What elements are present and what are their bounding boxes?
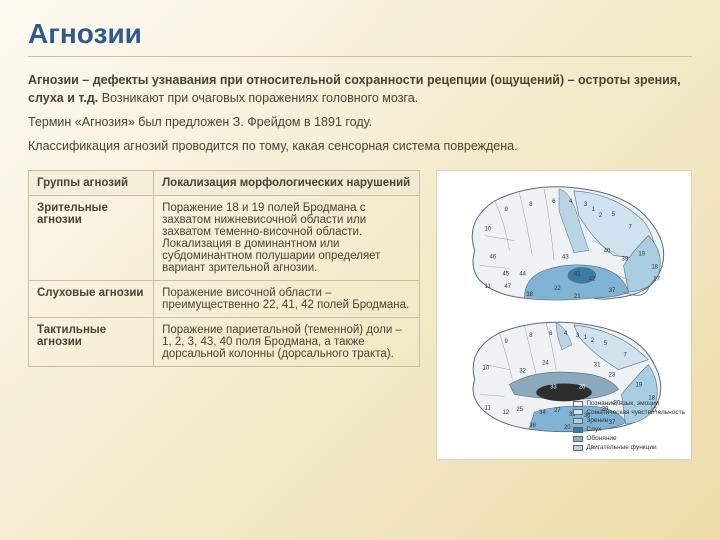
cell-group-tactile: Тактильные агнозии (29, 317, 154, 366)
legend-item: Обоняние (573, 435, 685, 443)
legend-swatch (573, 427, 583, 433)
brain-diagram-panel: 9 10 8 6 4 3 1 2 5 7 46 45 44 43 41 42 4 (436, 170, 692, 460)
legend-label: Зрение (586, 417, 608, 425)
legend-item: Соматическая чувствительность (573, 409, 685, 417)
svg-text:11: 11 (485, 284, 492, 290)
svg-text:31: 31 (594, 362, 601, 368)
brain-legend: Познание, язык, эмоции Соматическая чувс… (573, 400, 685, 453)
cell-loc-visual: Поражение 18 и 19 полей Бродмана с захва… (154, 195, 420, 280)
svg-text:33: 33 (550, 384, 557, 390)
cell-group-auditory: Слуховые агнозии (29, 280, 154, 317)
intro-p2: Термин «Агнозия» был предложен З. Фрейдо… (28, 113, 682, 131)
svg-text:21: 21 (574, 294, 581, 300)
svg-text:19: 19 (638, 251, 645, 257)
cell-loc-tactile: Поражение париетальной (теменной) доли –… (154, 317, 420, 366)
legend-item: Зрение (573, 417, 685, 425)
svg-text:24: 24 (542, 360, 549, 366)
legend-swatch (573, 445, 583, 451)
intro-p3: Классификация агнозий проводится по тому… (28, 137, 682, 155)
table-row: Слуховые агнозии Поражение височной обла… (29, 280, 420, 317)
svg-text:38: 38 (526, 292, 533, 298)
svg-text:37: 37 (609, 288, 616, 294)
legend-item: Двигательные функции (573, 444, 685, 452)
lower-row: Группы агнозий Локализация морфологическ… (28, 170, 692, 460)
svg-text:2: 2 (599, 212, 602, 218)
cell-group-visual: Зрительные агнозии (29, 195, 154, 280)
svg-text:11: 11 (485, 405, 492, 411)
svg-text:44: 44 (519, 271, 526, 277)
title-divider (28, 56, 692, 57)
svg-text:47: 47 (504, 284, 511, 290)
legend-label: Соматическая чувствительность (586, 409, 685, 417)
svg-text:25: 25 (516, 407, 523, 413)
svg-text:40: 40 (604, 248, 611, 254)
svg-text:43: 43 (562, 254, 569, 260)
svg-text:18: 18 (651, 264, 658, 270)
legend-label: Двигательные функции (586, 444, 656, 452)
table-row: Зрительные агнозии Поражение 18 и 19 пол… (29, 195, 420, 280)
svg-text:34: 34 (539, 410, 546, 416)
svg-text:39: 39 (622, 256, 629, 262)
svg-text:27: 27 (554, 408, 561, 414)
cell-loc-auditory: Поражение височной области – преимуществ… (154, 280, 420, 317)
svg-text:2: 2 (591, 337, 594, 343)
legend-item: Слух (573, 426, 685, 434)
brain-lateral: 9 10 8 6 4 3 1 2 5 7 46 45 44 43 41 42 4 (472, 186, 663, 299)
agnosia-table: Группы агнозий Локализация морфологическ… (28, 170, 420, 367)
svg-text:23: 23 (609, 372, 616, 378)
svg-text:45: 45 (502, 271, 509, 277)
intro-p1-rest: Возникают при очаговых поражениях головн… (98, 91, 418, 105)
legend-item: Познание, язык, эмоции (573, 400, 685, 408)
legend-swatch (573, 409, 583, 415)
table-row: Тактильные агнозии Поражение париетально… (29, 317, 420, 366)
svg-text:42: 42 (589, 276, 596, 282)
intro-block: Агнозии – дефекты узнавания при относите… (28, 71, 692, 156)
svg-text:22: 22 (554, 286, 561, 292)
svg-text:7: 7 (624, 352, 627, 358)
svg-text:10: 10 (483, 365, 490, 371)
svg-text:17: 17 (653, 276, 660, 282)
legend-swatch (573, 401, 583, 407)
legend-label: Слух (586, 426, 601, 434)
svg-text:7: 7 (628, 224, 631, 230)
table-header-row: Группы агнозий Локализация морфологическ… (29, 170, 420, 195)
svg-text:41: 41 (574, 271, 581, 277)
col-groups: Группы агнозий (29, 170, 154, 195)
svg-text:38: 38 (529, 423, 536, 429)
col-localization: Локализация морфологических нарушений (154, 170, 420, 195)
intro-p1: Агнозии – дефекты узнавания при относите… (28, 71, 682, 107)
legend-label: Познание, язык, эмоции (586, 400, 659, 408)
page-title: Агнозии (28, 18, 692, 50)
svg-text:46: 46 (490, 254, 497, 260)
svg-text:26: 26 (579, 384, 586, 390)
svg-text:32: 32 (519, 368, 526, 374)
svg-text:12: 12 (502, 410, 509, 416)
legend-swatch (573, 418, 583, 424)
svg-text:20: 20 (564, 425, 571, 431)
legend-label: Обоняние (586, 435, 616, 443)
svg-text:10: 10 (485, 226, 492, 232)
svg-text:19: 19 (635, 382, 642, 388)
legend-swatch (573, 436, 583, 442)
